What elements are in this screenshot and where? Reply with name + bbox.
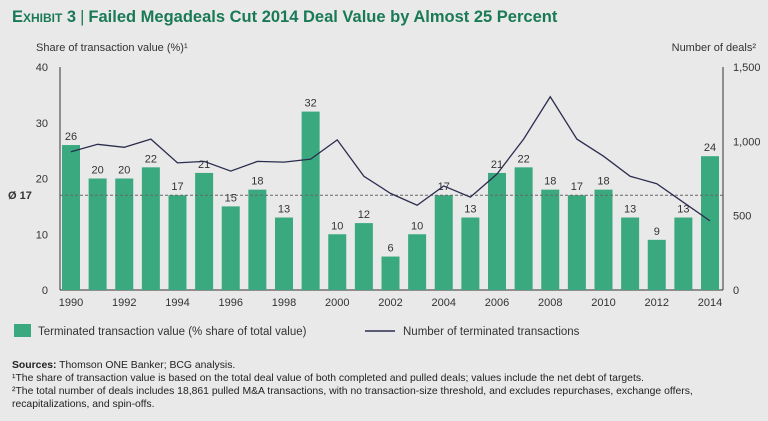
bar-value-label: 20 bbox=[92, 165, 104, 177]
legend-line-label: Number of terminated transactions bbox=[403, 326, 580, 338]
x-tick-label: 2010 bbox=[591, 297, 615, 309]
bar-value-label: 20 bbox=[118, 165, 130, 177]
bar bbox=[701, 156, 719, 290]
bar bbox=[541, 189, 560, 290]
y2-tick-label: 1,500 bbox=[733, 62, 761, 74]
average-label: Ø 17 bbox=[8, 190, 32, 202]
bar-value-label: 21 bbox=[491, 159, 503, 171]
bar bbox=[168, 195, 187, 290]
bar bbox=[195, 172, 214, 290]
title-text: Failed Megadeals Cut 2014 Deal Value by … bbox=[88, 8, 558, 26]
y2-tick-label: 0 bbox=[733, 285, 739, 297]
bar-value-label: 21 bbox=[198, 159, 210, 171]
bar-value-label: 10 bbox=[331, 220, 343, 232]
x-tick-label: 1998 bbox=[272, 297, 296, 309]
bar-value-label: 15 bbox=[225, 192, 237, 204]
bar bbox=[488, 172, 506, 290]
x-tick-label: 2004 bbox=[432, 297, 456, 309]
y-tick-label: 30 bbox=[36, 118, 48, 130]
x-tick-label: 2014 bbox=[698, 297, 722, 309]
y-axis-label: Share of transaction value (%)¹ bbox=[36, 42, 188, 54]
x-tick-label: 1996 bbox=[219, 297, 243, 309]
bar bbox=[328, 234, 347, 290]
bar bbox=[381, 256, 400, 290]
bar-value-label: 13 bbox=[278, 204, 290, 216]
y-tick-label: 20 bbox=[36, 174, 48, 186]
y-tick-label: 0 bbox=[42, 285, 48, 297]
bar bbox=[514, 167, 533, 290]
bar bbox=[674, 217, 693, 290]
bar bbox=[354, 223, 373, 290]
bar bbox=[115, 178, 134, 290]
bar bbox=[461, 217, 480, 290]
bar bbox=[408, 234, 427, 290]
bar-value-label: 9 bbox=[654, 226, 660, 238]
chart-title: Exhibit 3 | Failed Megadeals Cut 2014 Deal… bbox=[12, 8, 558, 26]
legend-bar-swatch bbox=[14, 324, 31, 337]
bar-value-label: 17 bbox=[571, 181, 583, 193]
bar-value-label: 18 bbox=[544, 176, 556, 188]
bar bbox=[301, 111, 320, 290]
bar-value-label: 6 bbox=[387, 243, 393, 255]
bar bbox=[62, 145, 80, 290]
bar bbox=[248, 189, 267, 290]
bar bbox=[621, 217, 640, 290]
bar-value-label: 13 bbox=[464, 204, 476, 216]
y2-tick-label: 500 bbox=[733, 211, 751, 223]
x-tick-label: 2008 bbox=[538, 297, 562, 309]
bar-value-label: 13 bbox=[677, 204, 689, 216]
bar-value-label: 26 bbox=[65, 131, 77, 143]
x-tick-label: 2002 bbox=[378, 297, 402, 309]
bar bbox=[221, 206, 240, 290]
x-tick-label: 2012 bbox=[645, 297, 669, 309]
x-tick-label: 1992 bbox=[112, 297, 136, 309]
x-tick-label: 2006 bbox=[485, 297, 509, 309]
bar-value-label: 10 bbox=[411, 220, 423, 232]
bar-value-label: 17 bbox=[171, 181, 183, 193]
y-tick-label: 10 bbox=[36, 229, 48, 241]
bar bbox=[567, 195, 586, 290]
bar bbox=[141, 167, 160, 290]
x-tick-label: 1990 bbox=[59, 297, 83, 309]
bar bbox=[88, 178, 107, 290]
bar-value-label: 18 bbox=[251, 176, 263, 188]
bar-value-label: 32 bbox=[305, 98, 317, 110]
sources-text: Thomson ONE Banker; BCG analysis. bbox=[56, 360, 236, 371]
y2-tick-label: 1,000 bbox=[733, 136, 761, 148]
bar-value-label: 24 bbox=[704, 142, 716, 154]
bar-value-label: 17 bbox=[438, 181, 450, 193]
y2-axis-label: Number of deals² bbox=[671, 42, 756, 54]
bar bbox=[647, 239, 666, 290]
bar-value-label: 12 bbox=[358, 209, 370, 221]
deals-line bbox=[70, 95, 711, 222]
sources-label: Sources: bbox=[12, 360, 57, 371]
y-tick-label: 40 bbox=[36, 62, 48, 74]
bar-value-label: 13 bbox=[624, 204, 636, 216]
bar-value-label: 18 bbox=[597, 176, 609, 188]
bar bbox=[434, 195, 453, 290]
legend-bar-label: Terminated transaction value (% share of… bbox=[38, 326, 307, 338]
exhibit-number: Exhibit 3 bbox=[12, 8, 77, 26]
footnote-2: ²The total number of deals includes 18,8… bbox=[12, 386, 693, 410]
x-tick-label: 1994 bbox=[165, 297, 189, 309]
footnotes: Sources: Thomson ONE Banker; BCG analysi… bbox=[12, 359, 757, 411]
footnote-1: ¹The share of transaction value is based… bbox=[12, 373, 644, 384]
bar-value-label: 22 bbox=[518, 153, 530, 165]
x-tick-label: 2000 bbox=[325, 297, 349, 309]
bar bbox=[275, 217, 293, 290]
bar bbox=[594, 189, 613, 290]
bar-value-label: 22 bbox=[145, 153, 157, 165]
